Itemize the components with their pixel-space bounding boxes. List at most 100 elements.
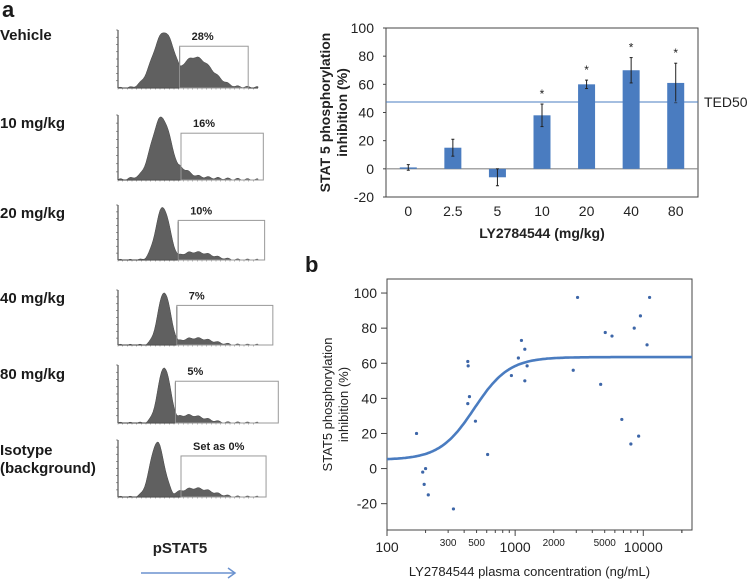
histogram-distribution (117, 292, 259, 346)
hist-label-vehicle: Vehicle (0, 27, 52, 44)
ted50-label: TED50 (704, 94, 748, 110)
data-point (422, 482, 426, 486)
hist-label-20: 20 mg/kg (0, 205, 66, 222)
gate-box (179, 45, 249, 89)
data-point (575, 295, 580, 300)
data-point (632, 326, 636, 330)
scatter-x-minor-label: 5000 (594, 538, 617, 549)
gate-percent-label: 7% (189, 290, 205, 302)
data-point (638, 314, 643, 318)
data-point (466, 359, 470, 364)
data-point (629, 442, 633, 446)
scatter-x-major-label: 100 (375, 539, 399, 555)
data-point (509, 373, 513, 378)
scatter-x-minor-label: 2000 (543, 538, 566, 549)
scatter-x-minor-label: 500 (468, 538, 485, 549)
data-point (603, 330, 607, 335)
gate-box (180, 132, 264, 181)
bar-x-tick-label: 20 (579, 203, 595, 219)
scatter-y-tick-label: 40 (361, 390, 377, 406)
bar-x-tick-label: 40 (623, 203, 639, 219)
scatter-y-tick-label: 0 (369, 461, 377, 477)
data-point (473, 419, 478, 423)
bar-y-tick-label: 60 (358, 76, 374, 92)
histogram-distribution (117, 441, 259, 498)
data-point (426, 493, 430, 497)
histogram-1: 16% (116, 114, 264, 182)
gate-percent-label: 10% (190, 205, 212, 217)
data-point (466, 364, 470, 368)
data-point (451, 507, 456, 511)
hist-label-80: 80 mg/kg (0, 366, 66, 383)
significance-marker: * (673, 46, 678, 60)
scatter-x-minor-label: 300 (440, 538, 457, 549)
data-point (571, 368, 575, 372)
fit-curve-line (387, 355, 692, 461)
bar-x-tick-label: 2.5 (443, 203, 463, 219)
bar-y-tick-label: 40 (358, 105, 374, 121)
bar-80 (667, 82, 685, 169)
significance-marker: * (584, 63, 589, 77)
bar-y-tick-label: 100 (351, 20, 375, 36)
data-point (637, 434, 641, 438)
histogram-distribution (117, 367, 259, 424)
data-point (599, 382, 603, 386)
data-point (486, 452, 490, 457)
scatter-x-axis-title: LY2784544 plasma concentration (ng/mL) (409, 564, 650, 579)
data-point (645, 343, 649, 347)
bar-2.5 (444, 147, 462, 169)
gate-percent-label: Set as 0% (193, 441, 245, 453)
panel-b-letter: b (305, 252, 319, 277)
histogram-panel: 28% 16% 10% 7% 5% Set as 0% pSTAT5 (116, 29, 279, 579)
bar-10 (533, 115, 551, 169)
histogram-4: 5% (116, 364, 279, 425)
histogram-2: 10% (116, 204, 266, 262)
significance-marker: * (540, 87, 545, 101)
gate-percent-label: 28% (192, 31, 214, 43)
scatter-x-major-label: 1000 (500, 539, 531, 555)
pstat5-axis-label: pSTAT5 (153, 540, 207, 557)
gate-box (177, 219, 266, 261)
scatter-y-tick-label: 100 (354, 285, 378, 301)
panel-a-letter: a (2, 0, 15, 22)
scatter-plot-frame (386, 278, 693, 531)
gate-box (176, 304, 274, 346)
bar-y-axis-title: STAT 5 phosphorylationinhibition (%) (317, 33, 350, 193)
data-point (467, 395, 472, 399)
histogram-distribution (117, 32, 259, 89)
bar-chart: 100 80 60 40 20 0 -20 0 2.5 5 * 10 * 20 * 40 * 80 TED50 LY2… (317, 20, 748, 241)
bar-x-tick-label: 80 (668, 203, 684, 219)
bar-x-tick-label: 0 (404, 203, 412, 219)
histogram-0: 28% (116, 29, 259, 90)
scatter-y-axis-title: STAT5 phosphorylationinhibition (%) (320, 338, 351, 472)
data-point (523, 347, 527, 351)
data-point (525, 364, 529, 368)
data-point (414, 431, 419, 436)
bar-20 (578, 84, 596, 169)
pstat5-arrow-head-icon (227, 567, 237, 579)
data-point (647, 295, 652, 300)
scatter-y-tick-label: 80 (361, 320, 377, 336)
bar-x-tick-label: 10 (534, 203, 550, 219)
bar-y-tick-label: 20 (358, 133, 374, 149)
hist-label-10: 10 mg/kg (0, 115, 66, 132)
data-point (466, 402, 470, 406)
data-point (423, 466, 428, 471)
bar-y-tick-label: -20 (354, 189, 374, 205)
data-point (421, 470, 425, 474)
scatter-chart: 100 80 60 40 20 0 -20 100 1000 10000 300 500 2000 500… (320, 278, 693, 579)
significance-marker: * (629, 41, 634, 55)
gate-percent-label: 5% (187, 366, 203, 378)
data-point (519, 338, 524, 343)
scatter-y-tick-label: 20 (361, 425, 377, 441)
gate-box (180, 455, 267, 498)
data-point (620, 417, 624, 422)
data-point (523, 379, 527, 383)
bar-40 (622, 70, 640, 169)
scatter-y-tick-label: -20 (357, 496, 377, 512)
hist-label-40: 40 mg/kg (0, 290, 66, 307)
histogram-3: 7% (116, 289, 274, 347)
histogram-distribution (117, 116, 259, 181)
gate-box (174, 380, 279, 424)
